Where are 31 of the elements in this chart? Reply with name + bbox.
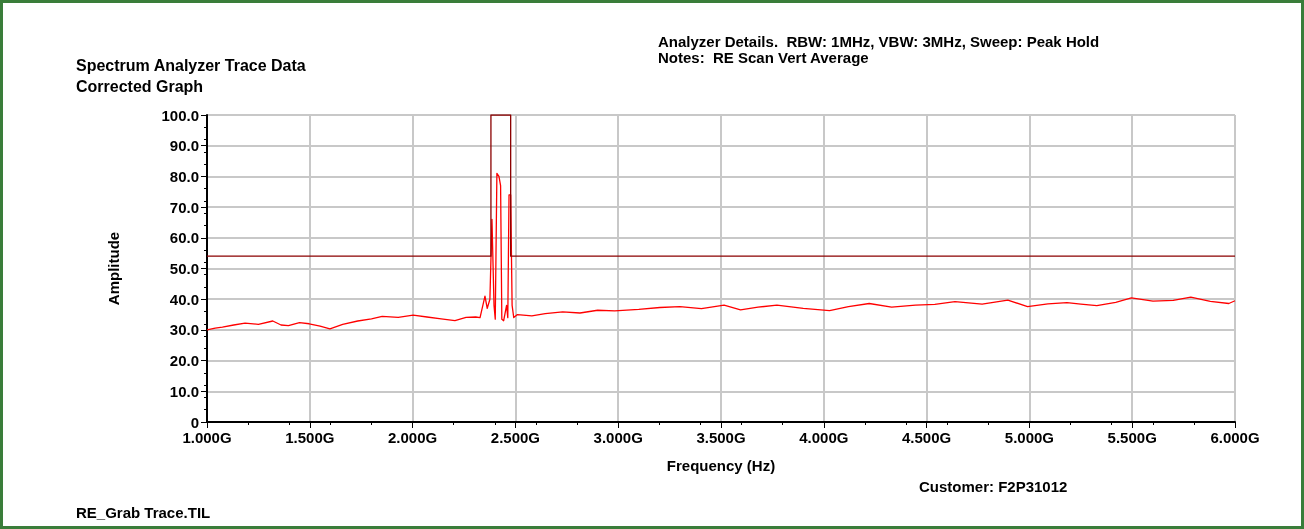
y-tick-label: 90.0	[169, 137, 199, 155]
text: Customer: F2P31012	[919, 478, 1068, 495]
line-series	[206, 172, 1236, 331]
x-axis-title: Frequency (Hz)	[666, 457, 776, 474]
y-tick-label: 20.0	[169, 352, 199, 370]
x-tick-label: 3.500G	[696, 429, 746, 446]
text: RE_Grab Trace.TIL	[76, 504, 211, 521]
x-tick-label: 5.500G	[1107, 429, 1157, 446]
y-tick-label: 0	[190, 413, 199, 431]
y-tick-label: 10.0	[169, 382, 199, 400]
y-tick-label: 40.0	[169, 290, 199, 308]
y-tick-label: 80.0	[169, 167, 199, 185]
x-tick-label: 1.500G	[285, 429, 335, 446]
x-tick-label: 3.000G	[593, 429, 643, 446]
x-tick-label: 6.000G	[1210, 429, 1260, 446]
text: Analyzer Details. RBW: 1MHz, VBW: 3MHz, Sweep: Peak Hold	[658, 33, 1100, 50]
chart-subtitle: Corrected Graph	[76, 77, 204, 95]
y-tick-label: 50.0	[169, 260, 199, 277]
y-tick-label: 70.0	[169, 198, 199, 216]
x-tick-label: 5.000G	[1004, 429, 1055, 446]
y-axis-title: Amplitude	[105, 231, 122, 306]
y-tick-label: 60.0	[169, 229, 199, 247]
x-tick-label: 4.500G	[901, 429, 952, 446]
x-tick-label: 4.000G	[799, 429, 849, 446]
x-tick-label: 1.000G	[182, 429, 232, 446]
chart-title: Spectrum Analyzer Trace Data	[76, 56, 306, 74]
y-tick-label: 100.0	[161, 106, 199, 124]
y-tick-label: 30.0	[169, 321, 199, 339]
text: Notes: RE Scan Vert Average	[658, 49, 869, 66]
x-tick-label: 2.500G	[490, 429, 541, 446]
x-tick-label: 2.000G	[387, 429, 438, 446]
